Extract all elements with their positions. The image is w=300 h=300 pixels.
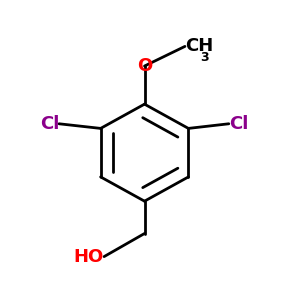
- Text: Cl: Cl: [229, 115, 248, 133]
- Text: CH: CH: [185, 38, 213, 56]
- Text: O: O: [137, 57, 152, 75]
- Text: HO: HO: [74, 248, 104, 266]
- Text: 3: 3: [201, 51, 209, 64]
- Text: Cl: Cl: [40, 115, 59, 133]
